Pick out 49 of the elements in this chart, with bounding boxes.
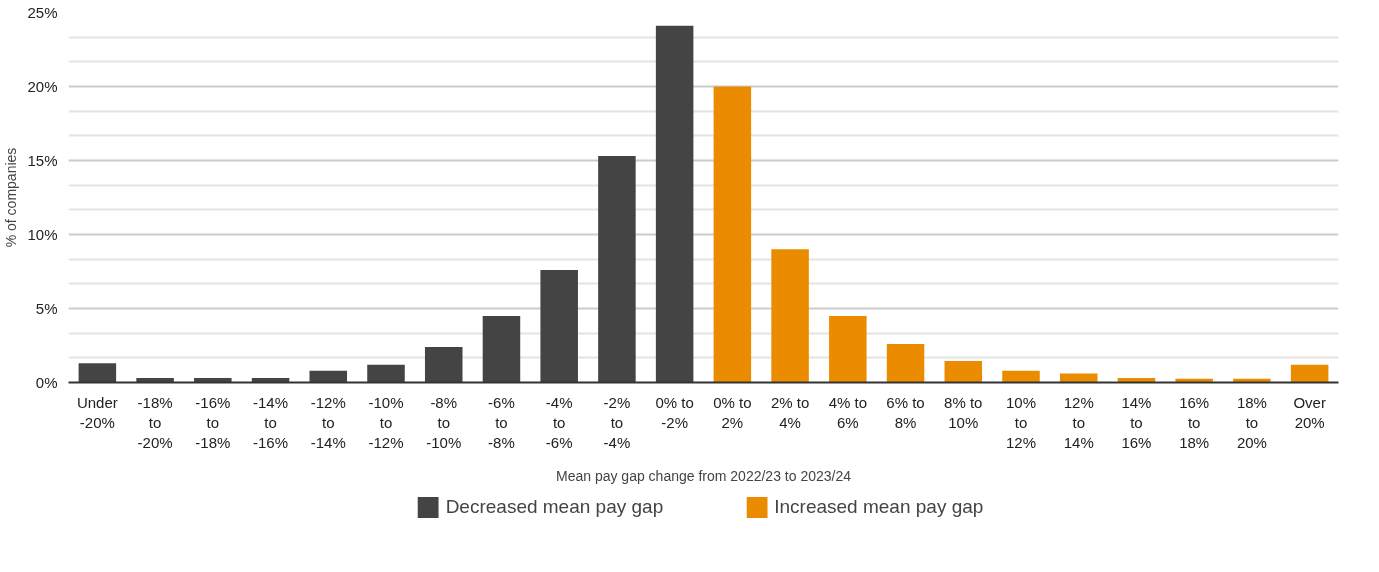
x-axis-title: Mean pay gap change from 2022/23 to 2023/24	[556, 468, 852, 485]
y-tick-label: 0%	[35, 374, 58, 391]
x-tick-label: -16% to -18%	[195, 393, 231, 452]
bar	[194, 378, 232, 383]
bar	[367, 364, 405, 383]
bar	[771, 249, 809, 383]
bar	[540, 270, 578, 383]
x-tick-label: -8% to -10%	[426, 393, 462, 452]
bar	[1290, 364, 1329, 383]
y-tick-label: 10%	[27, 226, 58, 243]
x-tick-label: 0% to 2%	[713, 393, 752, 431]
bar	[1002, 370, 1040, 383]
legend-label: Increased mean pay gap	[774, 496, 984, 518]
x-tick-label: -2% to -4%	[603, 393, 631, 452]
x-tick-label: -14% to -16%	[253, 393, 289, 452]
bar	[482, 315, 521, 383]
x-tick-label: -6% to -8%	[488, 393, 515, 452]
y-axis-title: % of companies	[3, 147, 20, 248]
y-tick-label: 20%	[27, 78, 58, 95]
x-tick-label: 4% to 6%	[828, 393, 867, 431]
y-tick-label: 15%	[27, 152, 58, 169]
bar	[886, 344, 925, 383]
x-tick-label: Over 20%	[1293, 393, 1326, 431]
x-tick-label: -18% to -20%	[137, 393, 173, 452]
y-tick-label: 5%	[35, 300, 58, 317]
x-tick-label: 6% to 8%	[886, 393, 925, 431]
x-tick-label: 10% to 12%	[1005, 393, 1037, 452]
y-tick-label: 25%	[27, 4, 58, 21]
x-tick-label: 18% to 20%	[1236, 393, 1267, 452]
x-tick-label: 12% to 14%	[1063, 393, 1094, 452]
x-tick-label: 8% to 10%	[944, 393, 983, 431]
x-tick-label: 0% to -2%	[655, 393, 694, 431]
x-tick-label: -12% to -14%	[310, 393, 346, 452]
bar	[309, 370, 348, 383]
bar	[655, 25, 694, 383]
bar	[136, 378, 174, 383]
legend-label: Decreased mean pay gap	[445, 496, 664, 518]
bar	[78, 363, 117, 383]
x-tick-label: -10% to -12%	[368, 393, 404, 452]
bar	[713, 86, 752, 383]
bar	[829, 315, 867, 383]
x-tick-label: 16% to 18%	[1179, 393, 1210, 452]
x-tick-label: 14% to 16%	[1121, 393, 1152, 452]
bar	[424, 346, 463, 383]
x-tick-label: Under -20%	[76, 393, 118, 431]
bar	[944, 361, 983, 383]
x-tick-label: -4% to -6%	[545, 393, 573, 452]
bar	[598, 156, 636, 383]
x-tick-label: 2% to 4%	[770, 393, 810, 431]
